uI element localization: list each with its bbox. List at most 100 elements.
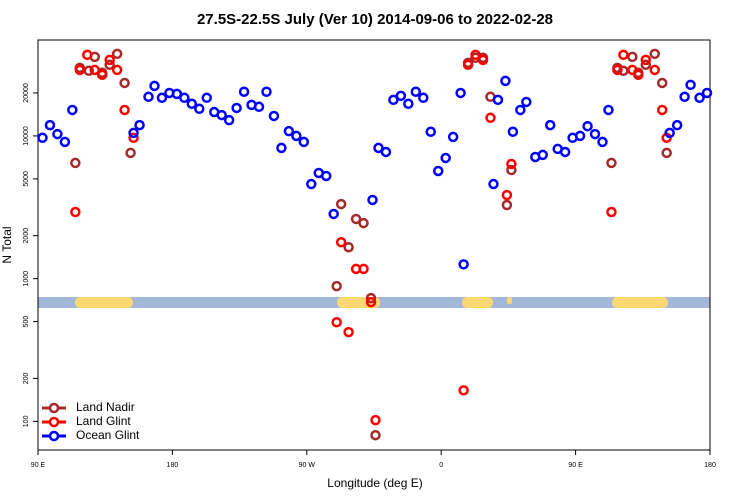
plot-frame xyxy=(37,39,711,451)
point xyxy=(462,59,474,71)
point xyxy=(335,236,347,248)
point xyxy=(640,59,652,71)
point xyxy=(253,101,265,113)
point xyxy=(640,54,652,66)
point xyxy=(612,64,623,76)
point xyxy=(679,91,690,103)
legend-label: Land Nadir xyxy=(76,400,135,414)
point xyxy=(59,136,71,148)
point xyxy=(331,280,342,292)
x-axis-label: Longitude (deg E) xyxy=(327,476,422,490)
x-tick-label: 180 xyxy=(704,462,716,469)
point xyxy=(37,132,48,144)
land-strip xyxy=(462,297,493,308)
point xyxy=(418,92,429,104)
point xyxy=(143,91,154,103)
point xyxy=(694,92,705,104)
y-tick-label: 2000 xyxy=(23,228,30,244)
point xyxy=(367,194,378,206)
point xyxy=(597,136,608,148)
y-axis-label: N Total xyxy=(0,226,14,263)
point xyxy=(506,164,517,176)
point xyxy=(119,77,130,89)
point xyxy=(343,326,354,338)
point xyxy=(447,131,459,143)
point xyxy=(656,77,668,89)
land-strip xyxy=(612,297,668,308)
point xyxy=(350,213,362,225)
point xyxy=(298,136,310,148)
point xyxy=(671,119,683,131)
point xyxy=(186,98,198,110)
point xyxy=(343,241,354,253)
point xyxy=(506,158,517,170)
x-tick-label: 180 xyxy=(167,462,179,469)
point xyxy=(701,87,713,99)
point xyxy=(432,165,444,177)
point xyxy=(156,92,168,104)
point xyxy=(507,126,519,137)
point xyxy=(627,64,638,76)
point xyxy=(194,103,205,115)
point xyxy=(537,149,548,161)
point xyxy=(606,206,617,218)
point xyxy=(128,132,139,144)
point xyxy=(373,142,384,154)
point xyxy=(306,178,317,190)
point xyxy=(485,112,496,124)
point xyxy=(96,69,108,81)
y-tick-label: 10000 xyxy=(23,126,30,146)
point xyxy=(104,59,115,71)
point xyxy=(403,98,414,110)
point xyxy=(67,104,78,116)
x-tick-label: 90 E xyxy=(568,462,583,469)
point xyxy=(216,109,227,121)
point xyxy=(70,206,81,218)
point xyxy=(440,152,451,164)
point xyxy=(125,147,136,159)
point xyxy=(501,189,513,201)
point xyxy=(201,92,212,104)
point xyxy=(370,414,381,426)
point xyxy=(358,217,369,229)
point xyxy=(82,49,93,61)
land-strip xyxy=(507,297,512,304)
point xyxy=(501,199,513,211)
legend-marker xyxy=(48,430,60,442)
point xyxy=(365,292,377,304)
point xyxy=(276,142,287,154)
point xyxy=(685,79,696,91)
y-tick-label: 500 xyxy=(23,316,30,328)
point xyxy=(283,125,295,137)
point xyxy=(618,49,629,61)
point xyxy=(589,128,601,140)
x-tick-label: 0 xyxy=(439,462,443,469)
point xyxy=(477,54,489,66)
point xyxy=(291,130,302,142)
legend-marker xyxy=(48,402,60,414)
point xyxy=(380,146,392,158)
point xyxy=(238,86,250,97)
point xyxy=(134,119,145,131)
point xyxy=(488,178,499,190)
point xyxy=(128,127,139,139)
point xyxy=(223,114,235,126)
point xyxy=(89,64,100,76)
y-tick-label: 1000 xyxy=(23,271,30,287)
y-tick-label: 5000 xyxy=(23,171,30,187)
point xyxy=(395,90,407,102)
y-tick-label: 200 xyxy=(23,372,30,384)
legend-label: Land Glint xyxy=(76,414,131,428)
point xyxy=(606,157,617,169)
point xyxy=(119,104,130,116)
point xyxy=(74,64,86,76)
point xyxy=(627,51,638,63)
y-tick-label: 100 xyxy=(23,415,30,427)
point xyxy=(492,94,504,106)
point xyxy=(515,104,526,116)
point xyxy=(559,146,571,158)
legend-label: Ocean Glint xyxy=(76,428,140,442)
point xyxy=(455,87,466,99)
point xyxy=(410,86,422,97)
point xyxy=(179,92,190,104)
